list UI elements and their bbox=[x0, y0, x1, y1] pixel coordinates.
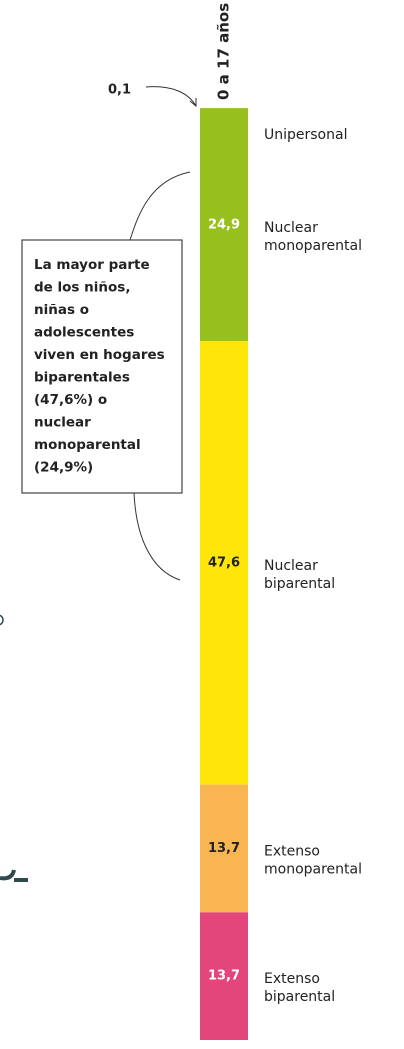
decoration bbox=[0, 869, 28, 882]
legend-label: Extenso monoparental bbox=[264, 843, 362, 877]
annotation-line: (24,9%) bbox=[34, 460, 93, 476]
bar-segment bbox=[200, 108, 248, 341]
legend-label: Unipersonal bbox=[264, 127, 347, 143]
bar-segment bbox=[200, 784, 248, 913]
legend-label: Nuclear monoparental bbox=[264, 220, 362, 254]
arrow-head bbox=[189, 98, 197, 108]
value-label: 0,1 bbox=[108, 83, 131, 98]
value-label: 13,7 bbox=[208, 841, 240, 856]
annotation-line: adolescentes bbox=[34, 325, 134, 341]
annotation-line: biparentales bbox=[34, 370, 130, 386]
brace-bottom bbox=[133, 492, 181, 581]
arrow bbox=[145, 86, 197, 107]
bar-segment bbox=[200, 341, 248, 785]
annotation-box bbox=[21, 239, 183, 494]
annotation-line: La mayor parte bbox=[34, 257, 150, 273]
value-label: 24,9 bbox=[208, 217, 240, 232]
annotation-line: nuclear bbox=[34, 415, 91, 431]
value-label: 13,7 bbox=[208, 969, 240, 984]
value-label: 47,6 bbox=[208, 555, 240, 570]
legend-label: Extenso biparental bbox=[264, 971, 335, 1005]
legend-label: Nuclear biparental bbox=[264, 558, 335, 592]
annotation-line: monoparental bbox=[34, 437, 141, 453]
annotation-line: viven en hogares bbox=[34, 347, 165, 363]
annotation-line: niñas o bbox=[34, 302, 89, 318]
annotation: La mayor parte de los niños, niñas o adoles… bbox=[34, 257, 165, 476]
decoration bbox=[0, 614, 4, 626]
brace-top bbox=[129, 171, 191, 241]
annotation-line: de los niños, bbox=[34, 280, 130, 296]
bar-segment bbox=[200, 108, 248, 109]
annotation-line: (47,6%) o bbox=[34, 392, 107, 408]
column-label: 0 a 17 años bbox=[215, 3, 233, 100]
bar-segment bbox=[200, 912, 248, 1040]
